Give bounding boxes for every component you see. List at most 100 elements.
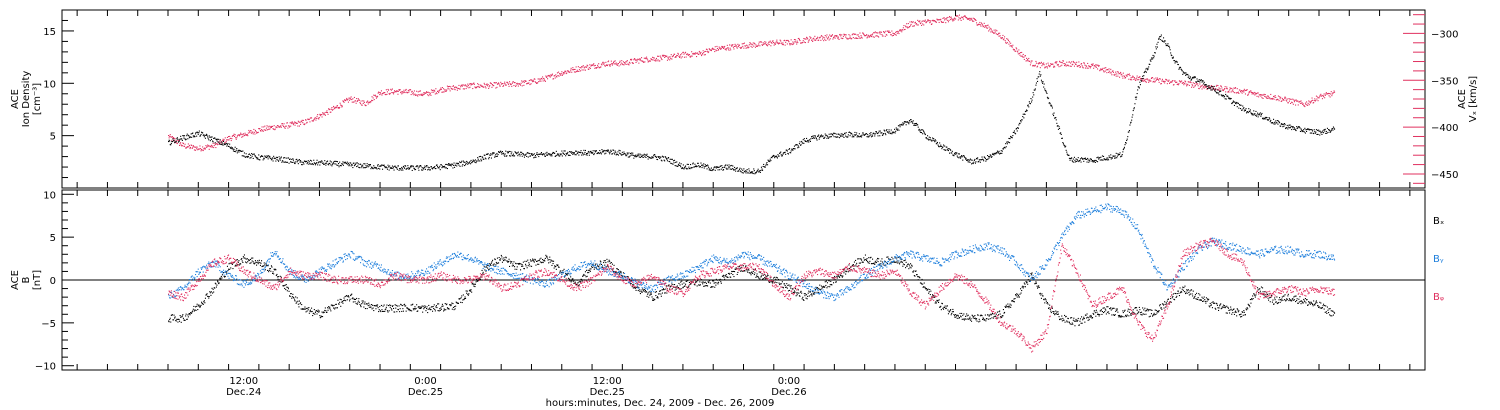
velocity-series-point bbox=[498, 82, 500, 84]
velocity-series-point bbox=[538, 81, 540, 83]
velocity-series-point bbox=[372, 97, 374, 99]
density-series-point bbox=[647, 155, 649, 157]
velocity-series-point bbox=[879, 31, 881, 33]
density-series-point bbox=[991, 153, 993, 155]
velocity-series-point bbox=[663, 54, 665, 56]
density-series-point bbox=[809, 139, 811, 141]
b-series-0-point bbox=[519, 263, 521, 265]
velocity-series-point bbox=[296, 122, 298, 124]
velocity-series-point bbox=[899, 30, 901, 32]
b-series-0-point bbox=[520, 269, 522, 271]
density-series-point bbox=[1122, 151, 1124, 153]
density-series-point bbox=[820, 134, 822, 136]
density-series-point bbox=[754, 173, 756, 175]
b-series-0-point bbox=[384, 310, 386, 312]
density-series-point bbox=[792, 149, 794, 151]
velocity-series-point bbox=[513, 85, 515, 87]
b-series-0-point bbox=[173, 314, 175, 316]
b-series-0-point bbox=[218, 282, 220, 284]
velocity-series-point bbox=[743, 47, 745, 49]
b-series-0-point bbox=[466, 292, 468, 294]
density-series-point bbox=[769, 161, 771, 163]
density-series-point bbox=[328, 164, 330, 166]
b-series-0-point bbox=[257, 263, 259, 265]
velocity-series-point bbox=[807, 38, 809, 40]
velocity-series-point bbox=[646, 58, 648, 60]
b-series-0-point bbox=[378, 311, 380, 313]
density-series-point bbox=[763, 163, 765, 165]
b-series-0-point bbox=[263, 265, 265, 267]
velocity-series-point bbox=[1118, 73, 1120, 75]
density-series-point bbox=[324, 160, 326, 162]
velocity-series-point bbox=[871, 34, 873, 36]
density-series-point bbox=[454, 166, 456, 168]
density-series-point bbox=[1105, 159, 1107, 161]
velocity-series-point bbox=[536, 82, 538, 84]
density-series-point bbox=[751, 172, 753, 174]
velocity-series-point bbox=[1296, 100, 1298, 102]
density-series-point bbox=[1240, 104, 1242, 106]
b-series-0-point bbox=[250, 262, 252, 264]
velocity-series-point bbox=[1128, 78, 1130, 80]
b-series-0-point bbox=[451, 308, 453, 310]
density-series-point bbox=[1158, 37, 1160, 39]
velocity-series-point bbox=[1117, 71, 1119, 73]
density-series-point bbox=[1296, 126, 1298, 128]
density-series-point bbox=[829, 136, 831, 138]
density-series-point bbox=[670, 162, 672, 164]
velocity-series-point bbox=[225, 141, 227, 143]
velocity-series-point bbox=[363, 100, 365, 102]
density-series-point bbox=[853, 136, 855, 138]
velocity-series-point bbox=[768, 41, 770, 43]
density-series-point bbox=[179, 139, 181, 141]
velocity-series-point bbox=[1262, 97, 1264, 99]
velocity-series-point bbox=[487, 85, 489, 87]
velocity-series-point bbox=[704, 54, 706, 56]
velocity-series-point bbox=[796, 43, 798, 45]
b-series-0-point bbox=[498, 257, 500, 259]
velocity-series-point bbox=[1198, 88, 1200, 90]
velocity-series-point bbox=[1092, 63, 1094, 65]
velocity-series-point bbox=[210, 145, 212, 147]
b-series-0-point bbox=[312, 315, 314, 317]
velocity-series-point bbox=[855, 37, 857, 39]
velocity-series-point bbox=[725, 48, 727, 50]
velocity-series-point bbox=[837, 38, 839, 40]
b-series-0-point bbox=[404, 303, 406, 305]
density-series-point bbox=[897, 125, 899, 127]
velocity-series-point bbox=[476, 86, 478, 88]
density-series-point bbox=[911, 121, 913, 123]
velocity-series-point bbox=[483, 82, 485, 84]
density-series-point bbox=[197, 132, 199, 134]
velocity-series-point bbox=[1164, 80, 1166, 82]
density-series-point bbox=[1007, 141, 1009, 143]
velocity-series-point bbox=[265, 129, 267, 131]
density-series-point bbox=[1086, 158, 1088, 160]
density-series-point bbox=[789, 152, 791, 154]
density-series-point bbox=[1071, 160, 1073, 162]
density-series-point bbox=[760, 169, 762, 171]
density-series-point bbox=[749, 172, 751, 174]
velocity-series-point bbox=[615, 62, 617, 64]
velocity-series-point bbox=[1035, 60, 1037, 62]
velocity-series-point bbox=[312, 120, 314, 122]
velocity-series-point bbox=[704, 50, 706, 52]
velocity-series-point bbox=[801, 42, 803, 44]
velocity-series-point bbox=[283, 126, 285, 128]
density-series-point bbox=[367, 166, 369, 168]
velocity-series-point bbox=[467, 85, 469, 87]
velocity-series-point bbox=[488, 87, 490, 89]
velocity-series-point bbox=[1303, 105, 1305, 107]
b-series-0-point bbox=[351, 293, 353, 295]
velocity-series-point bbox=[420, 93, 422, 95]
velocity-series-point bbox=[1294, 100, 1296, 102]
velocity-series-point bbox=[611, 64, 613, 66]
density-series-point bbox=[1121, 155, 1123, 157]
b-series-0-point bbox=[242, 256, 244, 258]
b-series-0-point bbox=[308, 312, 310, 314]
velocity-series-point bbox=[1042, 63, 1044, 65]
density-series-point bbox=[296, 158, 298, 160]
velocity-series-point bbox=[367, 103, 369, 105]
velocity-series-point bbox=[647, 61, 649, 63]
velocity-series-point bbox=[575, 66, 577, 68]
